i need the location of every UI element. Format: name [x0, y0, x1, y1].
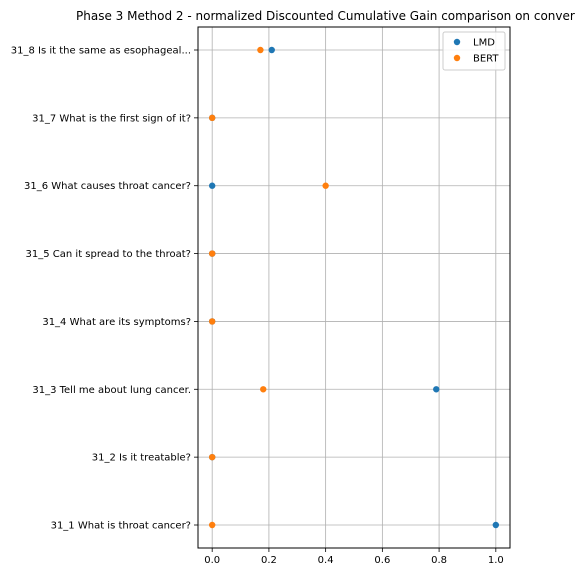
ticks-layer: 0.0 0.2 0.4 0.6 0.8 1.0 31_1 What is throat ca… — [11, 46, 504, 567]
y-tick-label: 31_7 What is the first sign of it? — [32, 113, 191, 124]
legend: LMD BERT — [442, 31, 506, 71]
data-point-bert — [257, 46, 264, 54]
data-point-bert — [322, 182, 329, 189]
data-point-lmd — [208, 182, 216, 189]
y-tick-label: 31_1 What is throat cancer? — [51, 521, 191, 532]
x-tick-label: 0.6 — [374, 555, 390, 566]
data-point-lmd — [268, 46, 275, 54]
y-tick-label: 31_4 What are its symptoms? — [42, 317, 191, 328]
x-tick-label: 0.0 — [204, 555, 220, 566]
points-layer — [208, 46, 500, 529]
legend-label-lmd: LMD — [473, 38, 495, 49]
y-tick-label: 31_6 What causes throat cancer? — [24, 181, 191, 192]
y-tick-label: 31_5 Can it spread to the throat? — [26, 249, 191, 260]
legend-label-bert: BERT — [473, 54, 499, 65]
x-tick-label: 0.2 — [261, 555, 277, 566]
data-point-bert — [208, 250, 216, 257]
data-point-bert — [208, 114, 216, 122]
data-point-lmd — [492, 521, 500, 529]
plot-frame — [197, 26, 511, 549]
data-point-bert — [208, 318, 216, 325]
legend-marker-bert — [453, 54, 461, 62]
y-tick-label: 31_2 Is it treatable? — [92, 453, 191, 464]
data-point-lmd — [433, 386, 440, 393]
x-tick-label: 0.8 — [431, 555, 447, 566]
legend-marker-lmd — [453, 38, 461, 46]
data-point-bert — [260, 386, 267, 393]
data-point-bert — [208, 521, 216, 529]
grid-layer — [198, 27, 510, 548]
x-tick-label: 1.0 — [488, 555, 504, 566]
y-tick-label: 31_3 Tell me about lung cancer. — [32, 385, 191, 396]
y-tick-label: 31_8 Is it the same as esophageal... — [11, 46, 191, 57]
chart-title: Phase 3 Method 2 - normalized Discounted… — [76, 9, 575, 23]
data-point-bert — [208, 453, 216, 461]
x-tick-label: 0.4 — [318, 555, 334, 566]
